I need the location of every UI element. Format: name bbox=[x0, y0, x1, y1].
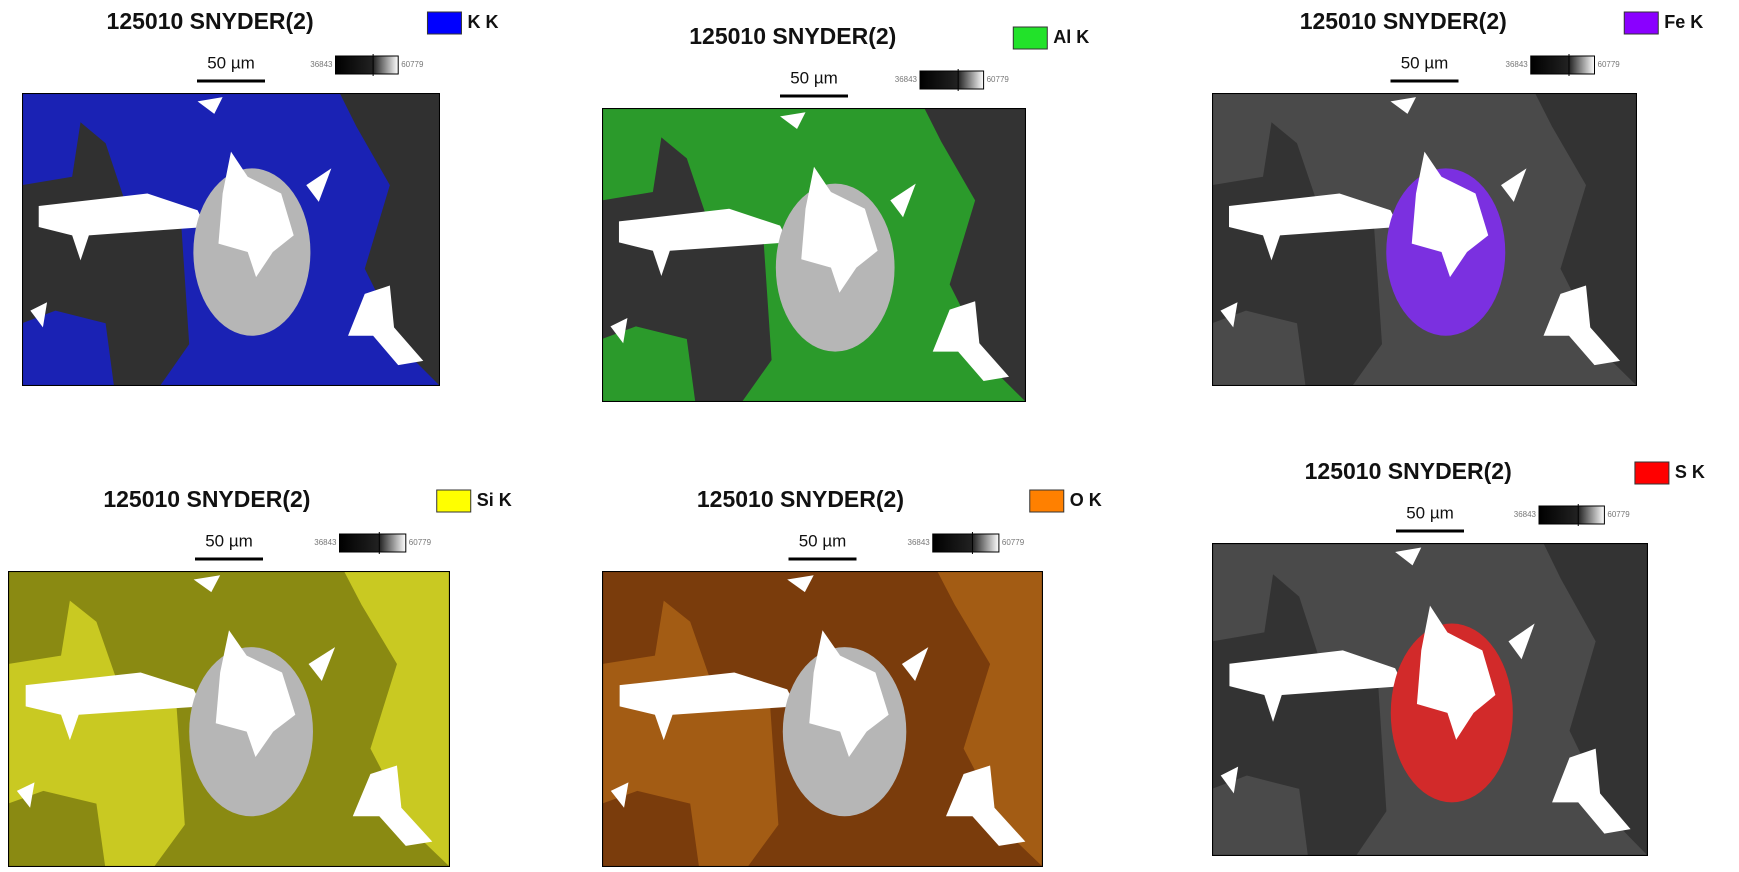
scale-label: 50 µm bbox=[799, 531, 847, 550]
range-min: 36843 bbox=[310, 60, 333, 69]
intensity-bar bbox=[336, 56, 399, 74]
legend-swatch bbox=[1624, 12, 1658, 34]
scale-label: 50 µm bbox=[1406, 503, 1454, 522]
panel-title: 125010 SNYDER(2) bbox=[107, 8, 314, 34]
page: 125010 SNYDER(2) K K 50 µm 36843 60779 125010… bbox=[0, 0, 1739, 872]
intensity-bar bbox=[933, 534, 999, 552]
legend-label: Si K bbox=[477, 490, 512, 510]
legend-label: Al K bbox=[1053, 27, 1089, 47]
intensity-bar bbox=[1531, 56, 1595, 74]
scale-label: 50 µm bbox=[205, 531, 253, 550]
scale-label: 50 µm bbox=[790, 68, 838, 87]
panel-title: 125010 SNYDER(2) bbox=[697, 486, 904, 512]
range-min: 36843 bbox=[1514, 510, 1537, 519]
range-max: 60779 bbox=[1002, 538, 1025, 547]
range-min: 36843 bbox=[1506, 60, 1529, 69]
range-min: 36843 bbox=[895, 75, 918, 84]
panel-title: 125010 SNYDER(2) bbox=[1305, 458, 1512, 484]
range-max: 60779 bbox=[1607, 510, 1630, 519]
intensity-bar bbox=[1539, 506, 1604, 524]
element-map bbox=[1212, 93, 1637, 386]
intensity-bar bbox=[340, 534, 406, 552]
range-max: 60779 bbox=[987, 75, 1010, 84]
element-map bbox=[8, 571, 450, 867]
legend-label: K K bbox=[467, 12, 498, 32]
element-map bbox=[602, 108, 1026, 402]
legend-swatch bbox=[437, 490, 471, 512]
legend-swatch bbox=[1635, 462, 1669, 484]
legend-label: O K bbox=[1070, 490, 1102, 510]
element-map bbox=[602, 571, 1043, 867]
element-map bbox=[1212, 543, 1648, 856]
legend-label: S K bbox=[1675, 462, 1705, 482]
panel-title: 125010 SNYDER(2) bbox=[1300, 8, 1507, 34]
legend-swatch bbox=[427, 12, 461, 34]
element-maps: 125010 SNYDER(2) K K 50 µm 36843 60779 125010… bbox=[0, 0, 1739, 872]
range-max: 60779 bbox=[401, 60, 424, 69]
scale-label: 50 µm bbox=[207, 53, 255, 72]
range-max: 60779 bbox=[409, 538, 432, 547]
intensity-bar bbox=[920, 71, 984, 89]
range-min: 36843 bbox=[908, 538, 931, 547]
element-map bbox=[22, 93, 440, 386]
scale-label: 50 µm bbox=[1401, 53, 1449, 72]
panel-title: 125010 SNYDER(2) bbox=[689, 23, 896, 49]
legend-label: Fe K bbox=[1664, 12, 1703, 32]
legend-swatch bbox=[1013, 27, 1047, 49]
range-max: 60779 bbox=[1598, 60, 1621, 69]
range-min: 36843 bbox=[314, 538, 337, 547]
panel-title: 125010 SNYDER(2) bbox=[103, 486, 310, 512]
legend-swatch bbox=[1030, 490, 1064, 512]
